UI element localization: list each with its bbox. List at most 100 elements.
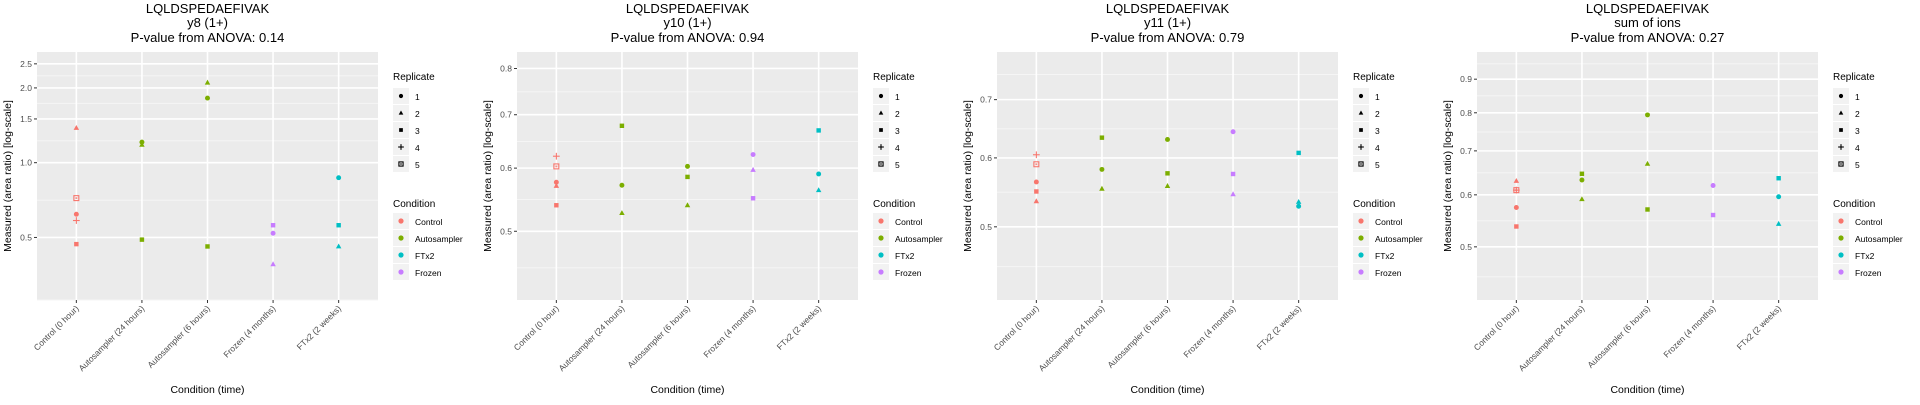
y-tick-label: 0.5: [500, 226, 512, 236]
chart-subtitle: sum of ions: [1614, 15, 1681, 30]
legend-label: 4: [415, 143, 420, 153]
data-point-frozen-rep2: [750, 166, 756, 172]
legend-key-color-icon: [878, 269, 884, 275]
data-point-autosampler-rep3: [1579, 171, 1585, 176]
legend-label: Autosampler: [415, 234, 463, 244]
legend-label: FTx2: [415, 251, 435, 261]
legend-label: 5: [415, 160, 420, 170]
legend-key-triangle-icon: [398, 110, 404, 115]
legend-label: 1: [895, 92, 900, 102]
legend-label: 3: [415, 126, 420, 136]
box-outline: [1358, 161, 1364, 167]
legend-label: FTx2: [1375, 251, 1395, 261]
legend-label: Control: [415, 217, 443, 227]
legend-key-color-icon: [878, 235, 884, 241]
legend-label: 1: [415, 92, 420, 102]
data-point-frozen-rep3: [1710, 212, 1716, 218]
data-point-control-rep2: [553, 182, 560, 188]
x-tick-label: Control (0 hour): [512, 303, 561, 352]
box-outline: [1033, 161, 1040, 168]
x-tick-label: Autosampler (6 hours): [625, 303, 692, 370]
chart-subtitle: y10 (1+): [663, 15, 711, 30]
data-point-frozen-rep1: [1230, 129, 1236, 135]
chart-subtitle: y8 (1+): [187, 15, 228, 30]
legend-label: 5: [1855, 160, 1860, 170]
legend-key-boxed-square-icon: [878, 161, 884, 167]
data-point-ftx2-rep3: [1296, 150, 1301, 156]
data-point-ftx2-rep1: [816, 171, 822, 177]
legend-label: Autosampler: [1375, 234, 1423, 244]
legend-label: Control: [1855, 217, 1883, 227]
data-point-frozen-rep1: [750, 152, 756, 158]
data-point-control-rep5: [553, 163, 560, 170]
x-tick-label: Autosampler (24 hours): [76, 303, 146, 373]
x-tick-label: Autosampler (24 hours): [1516, 303, 1586, 373]
data-point-ftx2-rep2: [335, 243, 342, 249]
data-point-autosampler-rep1: [205, 95, 210, 101]
legend-label: Frozen: [1855, 268, 1882, 278]
chart-pvalue: P-value from ANOVA: 0.27: [1571, 30, 1725, 45]
legend-key-square-icon: [1839, 128, 1843, 132]
data-point-control-rep4: [1512, 186, 1520, 194]
x-tick-label: FTx2 (2 weeks): [1255, 303, 1304, 352]
data-point-autosampler-rep2: [204, 79, 211, 85]
data-point-frozen-rep1: [1710, 183, 1716, 188]
legend-label: Frozen: [895, 268, 922, 278]
y-tick-label: 0.6: [1460, 190, 1472, 200]
chart-pvalue: P-value from ANOVA: 0.79: [1091, 30, 1245, 45]
data-point-ftx2-rep1: [336, 175, 342, 181]
y-tick-label: 0.8: [500, 63, 512, 73]
data-point-autosampler-rep3: [205, 244, 210, 249]
data-point-frozen-rep1: [270, 230, 276, 236]
legend-key-color-icon: [398, 269, 404, 275]
data-point-control-rep1: [73, 211, 79, 217]
legend-title-condition: Condition: [1353, 199, 1395, 210]
data-point-autosampler-rep1: [1579, 177, 1585, 183]
box-center: [1035, 163, 1038, 166]
legend-key-circle-icon: [1358, 93, 1364, 99]
x-tick-label: Autosampler (24 hours): [1036, 303, 1106, 373]
y-tick-label: 0.5: [20, 232, 32, 242]
legend-label: Control: [1375, 217, 1403, 227]
x-axis-title: Condition (time): [1130, 384, 1204, 396]
data-point-control-rep4: [1032, 151, 1040, 159]
box-center: [75, 197, 78, 200]
data-point-control-rep2: [1513, 177, 1520, 183]
x-tick-label: Frozen (4 months): [1661, 303, 1717, 359]
y-tick-label: 0.8: [1460, 108, 1472, 118]
legend-key-color-icon: [1358, 235, 1364, 241]
data-point-ftx2-rep1: [1776, 194, 1782, 200]
legend: Replicate 1 2 3 4 5 Condition Control Autosample…: [1353, 72, 1423, 280]
data-point-control-rep2: [73, 124, 80, 130]
legend-key-square-icon: [1359, 128, 1363, 132]
data-point-autosampler-rep3: [1645, 207, 1650, 212]
y-tick-label: 0.9: [1460, 74, 1472, 84]
data-point-autosampler-rep2: [1579, 196, 1585, 202]
legend-label: FTx2: [895, 251, 915, 261]
legend-label: 4: [1855, 143, 1860, 153]
data-point-autosampler-rep3: [139, 237, 145, 242]
data-point-control-rep1: [553, 179, 559, 185]
data-point-autosampler-rep1: [619, 182, 625, 188]
legend-key-color-icon: [878, 218, 884, 224]
legend-key-circle-icon: [398, 93, 404, 99]
legend-title-condition: Condition: [1833, 199, 1875, 210]
data-point-frozen-rep3: [750, 196, 756, 201]
legend-label: 3: [895, 126, 900, 136]
data-point-ftx2-rep2: [1295, 198, 1302, 204]
box-center: [1840, 163, 1842, 165]
box-center: [555, 165, 558, 168]
legend-key-color-icon: [1838, 235, 1844, 241]
legend: Replicate 1 2 3 4 5 Condition Control Autosample…: [873, 72, 943, 280]
data-point-autosampler-rep3: [1099, 135, 1105, 140]
chart-pvalue: P-value from ANOVA: 0.94: [611, 30, 765, 45]
x-tick-label: Frozen (4 months): [221, 303, 277, 359]
data-point-control-rep2: [1033, 198, 1040, 204]
x-tick-label: Control (0 hour): [1472, 303, 1521, 352]
data-point-autosampler-rep2: [684, 202, 691, 208]
legend-key-boxed-square-icon: [1358, 161, 1364, 167]
legend-title-replicate: Replicate: [393, 72, 435, 83]
x-tick-label: Autosampler (6 hours): [1585, 303, 1652, 370]
